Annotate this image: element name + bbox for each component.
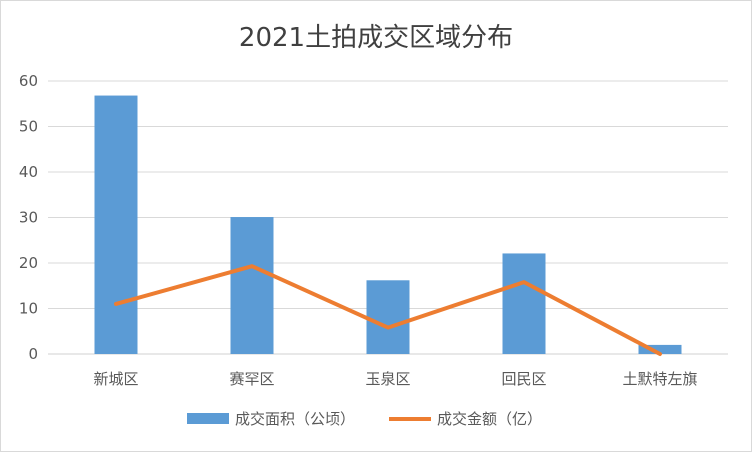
y-tick-label: 30: [19, 209, 38, 227]
legend: 成交面积（公顷） 成交金额（亿）: [187, 410, 542, 428]
bar-series: [94, 95, 682, 354]
y-tick-label: 0: [28, 345, 38, 363]
x-tick-label: 玉泉区: [365, 370, 410, 388]
legend-label-amount: 成交金额（亿）: [437, 410, 542, 428]
line-series: [114, 264, 662, 356]
bar: [94, 95, 138, 354]
chart-title: 2021土拍成交区域分布: [239, 23, 513, 53]
legend-swatch-area: [187, 413, 229, 424]
y-tick-label: 40: [19, 163, 38, 181]
bar: [502, 253, 546, 354]
x-tick-label: 回民区: [501, 370, 546, 388]
y-axis-ticks: 0 10 20 30 40 50 60: [19, 72, 38, 363]
x-tick-label: 土默特左旗: [622, 370, 697, 388]
y-tick-label: 60: [19, 72, 38, 90]
bar: [366, 280, 410, 354]
series-line: [114, 264, 662, 356]
y-tick-label: 50: [19, 118, 38, 136]
y-tick-label: 20: [19, 254, 38, 272]
x-tick-label: 新城区: [93, 370, 138, 388]
grid-lines: [48, 80, 728, 355]
x-tick-label: 赛罕区: [229, 370, 274, 388]
bar: [638, 344, 682, 354]
x-axis-ticks: 新城区 赛罕区 玉泉区 回民区 土默特左旗: [93, 370, 697, 388]
bar: [230, 217, 274, 354]
legend-label-area: 成交面积（公顷）: [235, 410, 355, 428]
y-tick-label: 10: [19, 300, 38, 318]
